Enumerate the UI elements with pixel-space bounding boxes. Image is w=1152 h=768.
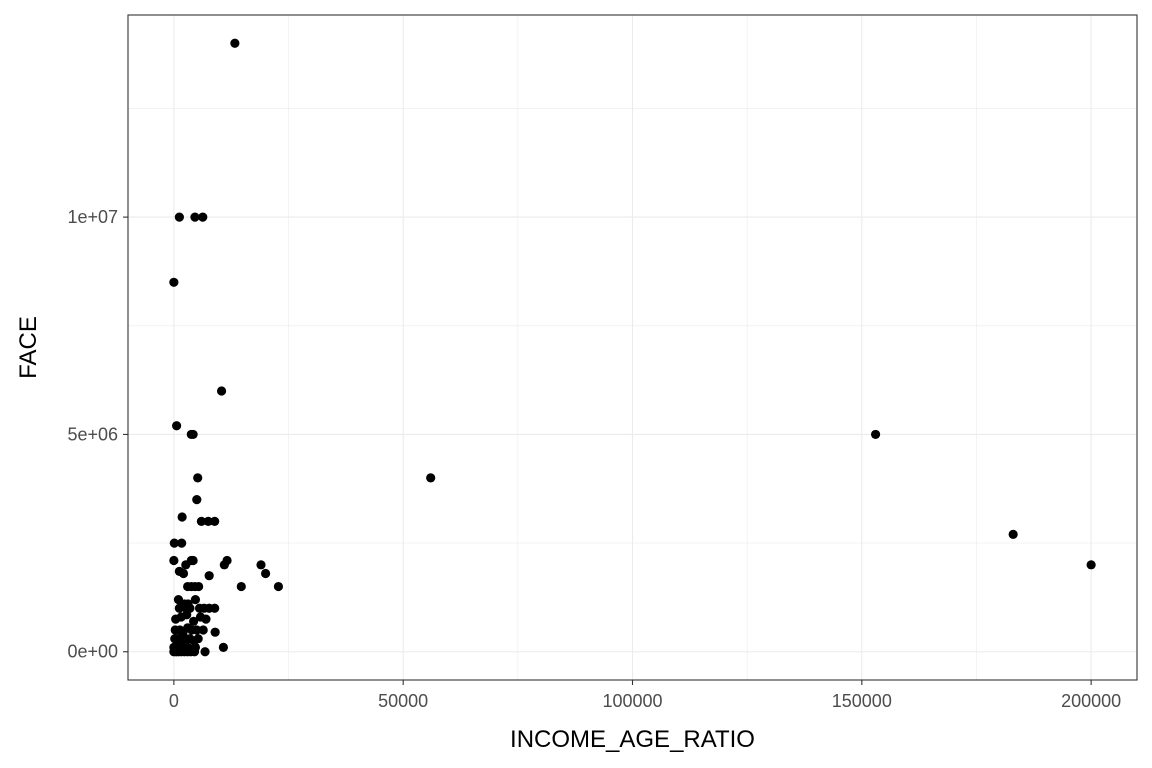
- scatter-point: [203, 516, 213, 526]
- scatter-point: [1008, 529, 1018, 539]
- y-tick-label: 0e+00: [67, 642, 118, 662]
- scatter-point: [188, 429, 198, 440]
- data-points: [169, 38, 1096, 657]
- scatter-point: [182, 610, 192, 620]
- scatter-point: [222, 555, 232, 566]
- scatter-point: [1086, 560, 1096, 570]
- scatter-point: [210, 627, 220, 637]
- scatter-point: [194, 581, 204, 592]
- scatter-point: [189, 647, 200, 657]
- major-gridlines: [128, 15, 1137, 680]
- scatter-point: [210, 516, 220, 526]
- scatter-point: [188, 616, 199, 626]
- scatter-point: [200, 647, 210, 657]
- x-axis-title: INCOME_AGE_RATIO: [510, 726, 755, 753]
- scatter-point: [190, 212, 200, 222]
- scatter-point: [188, 555, 198, 566]
- scatter-point: [177, 512, 187, 522]
- scatter-point: [169, 538, 179, 548]
- x-tick-label: 200000: [1061, 691, 1121, 711]
- x-tick-label: 100000: [602, 691, 662, 711]
- scatter-point: [216, 386, 227, 396]
- scatter-point: [210, 603, 220, 613]
- y-tick-label: 5e+06: [67, 424, 118, 444]
- scatter-point: [426, 473, 436, 483]
- scatter-point: [178, 568, 189, 579]
- y-axis-title: FACE: [15, 316, 42, 379]
- scatter-point: [172, 421, 182, 431]
- scatter-point: [181, 560, 191, 570]
- scatter-point: [169, 555, 179, 566]
- scatter-point: [218, 642, 228, 653]
- scatter-point: [870, 429, 881, 440]
- scatter-point: [196, 516, 206, 526]
- scatter-point: [192, 625, 202, 635]
- scatter-point: [193, 473, 203, 483]
- x-tick-label: 150000: [832, 691, 892, 711]
- scatter-point: [273, 581, 284, 592]
- scatter-point: [174, 603, 184, 613]
- scatter-point: [201, 614, 211, 624]
- scatter-point: [256, 560, 266, 570]
- scatter-point: [192, 495, 202, 505]
- axis-ticks: [123, 216, 1092, 685]
- scatter-point: [169, 277, 179, 287]
- scatter-point: [198, 625, 208, 635]
- scatter-point: [260, 568, 271, 579]
- x-tick-label: 50000: [378, 691, 428, 711]
- y-tick-label: 1e+07: [67, 207, 118, 227]
- scatter-point: [204, 571, 214, 581]
- scatter-point: [236, 581, 246, 592]
- scatter-point: [230, 38, 240, 48]
- scatter-point: [198, 212, 208, 222]
- tick-labels: 0 50000 100000 150000 200000 0e+00 5e+06 1e+07: [67, 207, 1121, 711]
- scatter-point: [174, 212, 184, 222]
- scatter-point: [177, 538, 187, 548]
- scatter-point: [193, 634, 203, 644]
- x-tick-label: 0: [169, 691, 179, 711]
- scatter-point: [190, 594, 201, 605]
